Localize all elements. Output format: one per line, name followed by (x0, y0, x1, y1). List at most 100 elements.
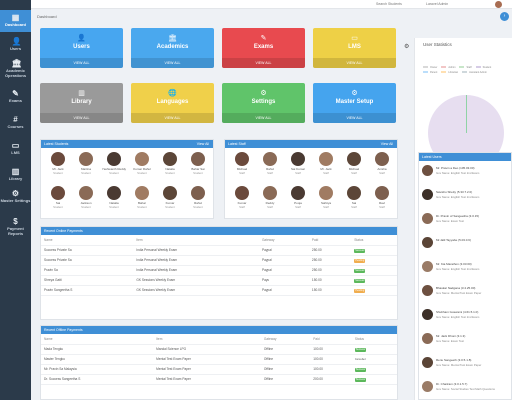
tile-lms[interactable]: ▭ LMS VIEW ALL (313, 28, 396, 68)
list-item[interactable]: Bhaskar Nadgana (3.4.25.00) Gov Name: Men… (422, 283, 512, 305)
table-cell-status: Cancelled (351, 354, 397, 365)
table-row[interactable]: Shreya Gatti GK Sessions Weekly Exam Payu 1… (41, 275, 397, 286)
avatar (263, 152, 277, 166)
sidebar-item-courses[interactable]: # Courses (0, 116, 31, 130)
list-item[interactable]: Dr. Chaitram (3.0.1.5.7) Gov Name: Social… (422, 379, 512, 400)
tile-academics[interactable]: 🏛 Academics VIEW ALL (131, 28, 214, 68)
status-badge: Success (354, 278, 366, 283)
view-all-link[interactable]: VIEW ALL (40, 113, 123, 123)
legend-item: Staff (459, 66, 473, 70)
person-card[interactable]: Anisha Staff (369, 152, 395, 175)
person-card[interactable]: Kumar Staff (229, 186, 255, 209)
avatar (235, 186, 249, 200)
sidebar-item-library[interactable]: ▥ Library (0, 168, 31, 182)
view-all-link[interactable]: View All (196, 142, 209, 146)
tile-library[interactable]: ▥ Library VIEW ALL (40, 83, 123, 123)
person-card[interactable]: Pooja Staff (285, 186, 311, 209)
person-card[interactable]: Sahitya Staff (313, 186, 339, 209)
person-card[interactable]: Bahar Student (129, 186, 155, 209)
legend-item: Parent (423, 71, 439, 75)
person-name: Michael (236, 167, 248, 171)
list-item[interactable]: Mr. Jack Dhoni (3.1.3) Gov Name: Exam Tes… (422, 331, 512, 353)
view-all-link[interactable]: VIEW ALL (222, 113, 305, 123)
table-row[interactable]: Pravin Sa India Personal Weekly Exam Paypa… (41, 265, 397, 276)
sidebar-item-users[interactable]: 👤 Users (0, 38, 31, 52)
person-card[interactable]: Sai Student (45, 186, 71, 209)
sidebar-item-master-settings[interactable]: ⚙ Master Settings (0, 190, 31, 204)
list-item[interactable]: Savishu Shetty (5.33.7.2.0) Gov Name: Eng… (422, 187, 512, 209)
table-cell-gateway: Paypal (258, 245, 309, 256)
view-all-link[interactable]: VIEW ALL (222, 58, 305, 68)
table-row[interactable]: Pravin Sangeetha S GK Sessions Weekly Exa… (41, 285, 397, 296)
view-all-link[interactable]: VIEW ALL (131, 58, 214, 68)
person-card[interactable]: Martina Student (73, 152, 99, 175)
person-card[interactable]: Mr. Jack Staff (313, 152, 339, 175)
legend-label: Parent (430, 71, 438, 75)
person-card[interactable]: Bahar Sai Student (185, 152, 211, 175)
tile-languages[interactable]: 🌐 Languages VIEW ALL (131, 83, 214, 123)
person-card[interactable]: Sai Staff (341, 186, 367, 209)
person-card[interactable]: Ravi Staff (369, 186, 395, 209)
view-all-link[interactable]: VIEW ALL (313, 58, 396, 68)
legend-swatch (441, 71, 447, 74)
table-row[interactable]: Mada Tengku Mandal Science LPG Offline 100.… (41, 344, 397, 355)
person-card[interactable]: Jackson Student (73, 186, 99, 209)
status-badge: Success (354, 367, 366, 372)
chevron-right-icon[interactable]: › (500, 12, 509, 21)
legend-label: Admin (448, 66, 456, 70)
users-icon: 👤 (77, 35, 86, 42)
person-name: Natalia (165, 167, 175, 171)
view-all-link[interactable]: VIEW ALL (40, 58, 123, 68)
person-card[interactable]: Yashwanth Reddy Student (101, 152, 127, 175)
person-card[interactable]: Kumar Rahul Student (129, 152, 155, 175)
gear-icon[interactable]: ⚙ (404, 44, 410, 50)
sidebar-item-payment-reports[interactable]: $ Payment Reports (0, 218, 31, 236)
person-card[interactable]: Kumar Student (157, 186, 183, 209)
avatar (375, 186, 389, 200)
avatar (319, 152, 333, 166)
person-card[interactable]: Michael Staff (229, 152, 255, 175)
tile-settings[interactable]: ⚙ Settings VIEW ALL (222, 83, 305, 123)
table-row[interactable]: Success Private Sa India Personal Weekly … (41, 245, 397, 256)
person-card[interactable]: Rahul Staff (257, 152, 283, 175)
panel-header: Recent Online Payments (41, 227, 397, 235)
list-item[interactable]: Mr. Kia Marathon (3.03.00) Gov Name: Engl… (422, 259, 512, 281)
person-card[interactable]: Michael Staff (341, 152, 367, 175)
tile-exams[interactable]: ✎ Exams VIEW ALL (222, 28, 305, 68)
sidebar-item-dashboard[interactable]: ▦ Dashboard (0, 10, 31, 32)
table-cell-status: Success (351, 265, 397, 276)
tile-users[interactable]: 👤 Users VIEW ALL (40, 28, 123, 68)
search-students-link[interactable]: Search Students (376, 2, 402, 6)
table-row[interactable]: Dr. Success Sangeetha S Mental Test Exam … (41, 374, 397, 385)
view-all-link[interactable]: VIEW ALL (313, 113, 396, 123)
person-card[interactable]: Sai Kumar Staff (285, 152, 311, 175)
column-header: Item (153, 334, 261, 345)
person-card[interactable]: Rahul Student (185, 186, 211, 209)
list-item[interactable]: Shubham Goswami (4.61.5.1.0) Gov Name: En… (422, 307, 512, 329)
person-card[interactable]: Mr. Jack Student (45, 152, 71, 175)
tile-label: Exams (253, 44, 274, 50)
list-item[interactable]: Dr. Pravin of Sangeetha (3.0.15) Gov Name… (422, 211, 512, 233)
avatar (51, 186, 65, 200)
sidebar-item-exams[interactable]: ✎ Exams (0, 90, 31, 104)
table-row[interactable]: Success Private Sa India Personal Weekly … (41, 255, 397, 266)
list-item[interactable]: Renu Sangeeth (3.0.5.1.8) Gov Name: Menta… (422, 355, 512, 377)
list-item[interactable]: Mr.Jalil Tayyabe (5.03.0.6) (422, 235, 512, 257)
avatar[interactable] (495, 1, 502, 8)
tile-master-setup[interactable]: ⚙ Master Setup VIEW ALL (313, 83, 396, 123)
table-row[interactable]: Mr. Pravin Sa Malaysia Mental Test Exam P… (41, 364, 397, 375)
top-bar: Search Students Laravel Admin (31, 0, 512, 9)
table-row[interactable]: Master Tengku Mental Test Exam Paper Offli… (41, 354, 397, 365)
sidebar-item-label: Courses (7, 124, 24, 129)
view-all-link[interactable]: View All (380, 142, 393, 146)
list-item[interactable]: Mr. Pravin a Deo (105.03.00) Gov Name: En… (422, 163, 512, 185)
person-card[interactable]: Natalia Student (101, 186, 127, 209)
view-all-link[interactable]: VIEW ALL (131, 113, 214, 123)
sidebar-item-lms[interactable]: ▭ LMS (0, 142, 31, 156)
sidebar-item-academic-operations[interactable]: 🏛 Academic Operations (0, 60, 31, 78)
person-role: Staff (351, 171, 357, 175)
person-card[interactable]: Natalia Student (157, 152, 183, 175)
sidebar-item-label: Exams (9, 98, 22, 103)
user-menu[interactable]: Laravel Admin (426, 2, 449, 6)
person-card[interactable]: Reddy Staff (257, 186, 283, 209)
